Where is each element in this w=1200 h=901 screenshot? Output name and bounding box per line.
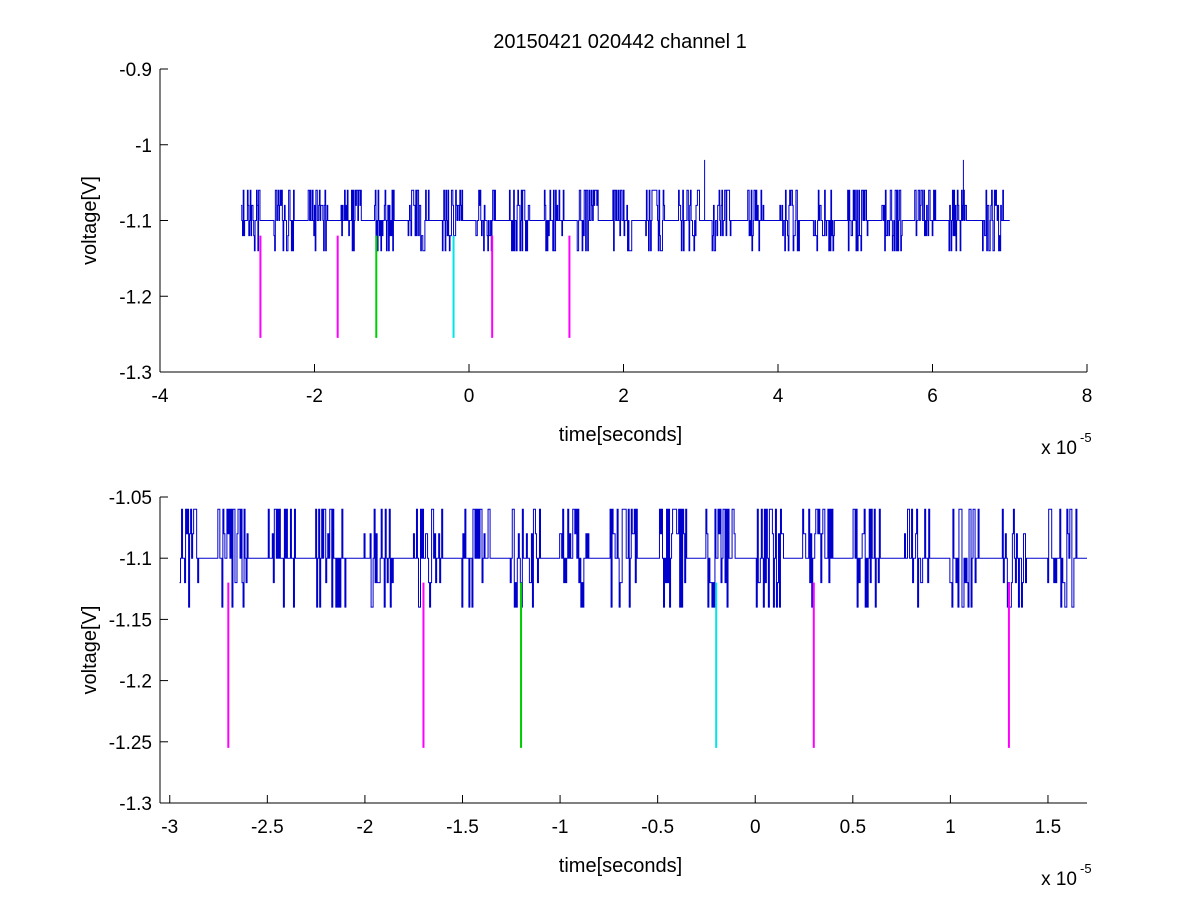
y-tick-label: -1.3	[119, 363, 152, 384]
y-tick-label: -0.9	[119, 60, 152, 81]
x-tick-label: 0.5	[840, 817, 866, 838]
x-tick-label: -2.5	[251, 817, 284, 838]
y-axis-label: voltage[V]	[79, 606, 101, 695]
x-tick-label: 1.5	[1035, 817, 1061, 838]
signal-trace	[179, 508, 1087, 608]
y-tick-label: -1.1	[119, 212, 152, 233]
y-tick-label: -1.25	[109, 733, 152, 754]
y-tick-label: -1	[135, 136, 152, 157]
x-tick-label: -1	[552, 817, 569, 838]
top-plot: -4 -2 0 2 4 6 8 -1.3 -1.2 -1.1 -1 -0.9 time[seconds]…	[79, 60, 1092, 459]
y-axis-label: voltage[V]	[79, 176, 101, 265]
x-tick-label: 1	[945, 817, 956, 838]
x-tick-label: -0.5	[641, 817, 674, 838]
x-tick-label: 6	[927, 386, 938, 407]
x-tick-label: 4	[773, 386, 784, 407]
x-tick-label: -4	[152, 386, 169, 407]
y-tick-label: -1.3	[119, 794, 152, 815]
y-tick-label: -1.1	[119, 549, 152, 570]
y-tick-label: -1.15	[109, 610, 152, 631]
x-tick-label: -1.5	[446, 817, 479, 838]
x-axis-label: time[seconds]	[559, 855, 682, 877]
x-tick-label: -2	[356, 817, 373, 838]
x-tick-label: -2	[306, 386, 323, 407]
x-tick-label: -3	[161, 817, 178, 838]
x-multiplier-exponent: -5	[1080, 430, 1092, 445]
x-tick-label: 0	[750, 817, 761, 838]
y-tick-label: -1.05	[109, 488, 152, 509]
x-multiplier-label: x 10	[1041, 438, 1077, 459]
y-tick-label: -1.2	[119, 672, 152, 693]
x-tick-label: 8	[1082, 386, 1093, 407]
x-tick-label: 0	[464, 386, 475, 407]
signal-trace	[241, 189, 1010, 252]
x-axis-label: time[seconds]	[559, 424, 682, 446]
x-multiplier-exponent: -5	[1080, 861, 1092, 876]
y-tick-label: -1.2	[119, 287, 152, 308]
figure-title: 20150421 020442 channel 1	[493, 31, 747, 53]
x-multiplier-label: x 10	[1041, 869, 1077, 890]
x-tick-label: 2	[618, 386, 629, 407]
bottom-plot: -3 -2.5 -2 -1.5 -1 -0.5 0 0.5 1 1.5 -1.3 -1.25 -1.2 -…	[79, 488, 1092, 890]
